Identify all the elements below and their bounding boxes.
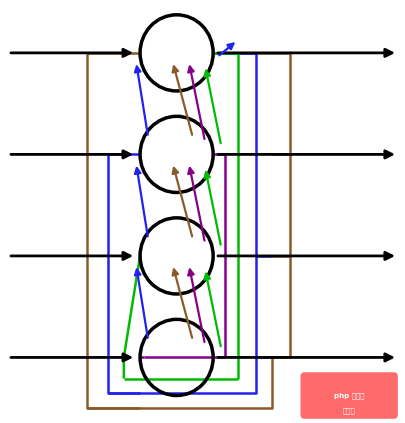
Text: php 中文网: php 中文网 bbox=[333, 392, 364, 399]
FancyBboxPatch shape bbox=[300, 372, 397, 419]
Text: 量子位: 量子位 bbox=[342, 407, 355, 414]
